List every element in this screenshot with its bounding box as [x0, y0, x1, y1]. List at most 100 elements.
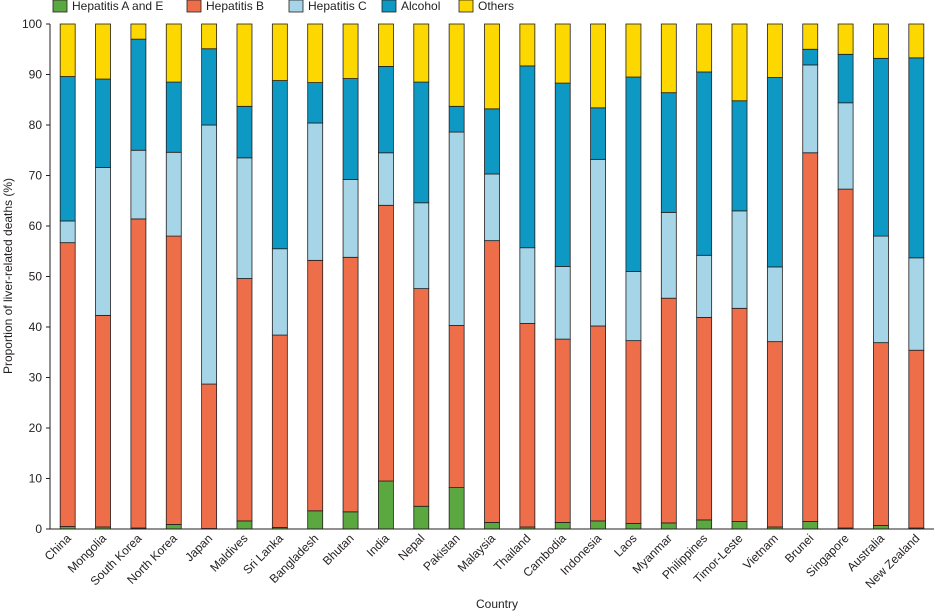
legend-swatch-others	[458, 0, 474, 13]
bar-myanmar-hepatitis-c	[660, 211, 677, 299]
bar-japan-hepatitis-b	[201, 383, 218, 529]
bar-timor-leste-alcohol	[731, 100, 748, 212]
legend-label-hepatitis-a-and-e: Hepatitis A and E	[72, 0, 163, 13]
bar-indonesia-alcohol	[590, 107, 606, 160]
bar-vietnam-others	[766, 23, 783, 78]
bar-mongolia-others	[95, 23, 111, 80]
bar-north-korea-hepatitis-a-and-e	[165, 524, 182, 530]
bar-timor-leste-hepatitis-b	[731, 307, 748, 522]
bar-south-korea-others	[130, 23, 147, 40]
bar-bhutan-others	[342, 23, 359, 79]
bar-china-hepatitis-b	[59, 242, 76, 527]
bar-india-alcohol	[378, 66, 394, 154]
bar-bhutan-hepatitis-c	[342, 179, 359, 258]
bar-timor-leste-hepatitis-c	[731, 210, 748, 309]
bar-australia-hepatitis-b	[873, 342, 889, 526]
bar-myanmar-alcohol	[660, 92, 677, 213]
bar-myanmar-others	[660, 23, 677, 94]
bar-indonesia-hepatitis-a-and-e	[590, 520, 606, 530]
bar-myanmar-hepatitis-b	[660, 297, 677, 524]
bar-pakistan-hepatitis-c	[448, 131, 465, 326]
bar-indonesia-others	[590, 23, 606, 109]
bar-brunei-others	[802, 23, 819, 50]
bar-bangladesh-hepatitis-a-and-e	[307, 510, 324, 530]
legend-swatch-hepatitis-c	[288, 0, 304, 13]
bar-timor-leste-hepatitis-a-and-e	[731, 521, 748, 530]
y-tick-label-90: 90	[29, 68, 43, 82]
legend-label-alcohol: Alcohol	[401, 0, 440, 13]
bar-sri-lanka-hepatitis-b	[271, 334, 288, 528]
bar-cambodia-alcohol	[554, 82, 571, 267]
bar-nepal-hepatitis-b	[413, 288, 430, 507]
x-tick-label-laos: Laos	[611, 531, 639, 559]
bar-thailand-others	[519, 23, 536, 67]
bar-laos-hepatitis-a-and-e	[625, 523, 642, 530]
bar-bangladesh-hepatitis-b	[307, 259, 324, 512]
bar-north-korea-others	[165, 23, 182, 83]
y-tick-label-60: 60	[29, 219, 43, 233]
bar-mongolia-alcohol	[95, 78, 111, 168]
bar-malaysia-alcohol	[484, 108, 500, 175]
bar-brunei-alcohol	[802, 48, 819, 66]
legend-label-others: Others	[478, 0, 514, 13]
y-tick-label-30: 30	[29, 371, 43, 385]
y-tick-label-20: 20	[29, 421, 43, 435]
bar-australia-hepatitis-c	[873, 235, 889, 344]
bar-new-zealand-alcohol	[908, 57, 925, 259]
bar-malaysia-others	[484, 23, 500, 110]
bar-sri-lanka-alcohol	[271, 80, 288, 250]
x-tick-label-bhutan: Bhutan	[320, 531, 357, 568]
y-tick-label-50: 50	[29, 270, 43, 284]
y-ticks: 0 10 20 30 40 50 60 70 80 90 100	[22, 17, 50, 536]
bar-philippines-others	[696, 23, 713, 73]
bar-pakistan-others	[448, 23, 465, 107]
bar-nepal-alcohol	[413, 81, 430, 204]
bar-maldives-alcohol	[236, 105, 253, 159]
bar-new-zealand-hepatitis-c	[908, 257, 925, 351]
bar-bangladesh-hepatitis-c	[307, 122, 324, 261]
bar-maldives-hepatitis-b	[236, 278, 253, 522]
y-tick-label-10: 10	[29, 472, 43, 486]
bar-australia-others	[873, 23, 889, 59]
bar-cambodia-hepatitis-c	[554, 265, 571, 340]
bar-south-korea-hepatitis-c	[130, 149, 147, 220]
bar-myanmar-hepatitis-a-and-e	[660, 522, 677, 530]
bar-bhutan-alcohol	[342, 78, 359, 180]
bar-laos-hepatitis-c	[625, 271, 642, 342]
legend-label-hepatitis-b: Hepatitis B	[206, 0, 264, 13]
bar-laos-hepatitis-b	[625, 340, 642, 524]
bar-singapore-alcohol	[837, 53, 854, 104]
bar-north-korea-hepatitis-c	[165, 151, 182, 237]
bar-nepal-hepatitis-a-and-e	[413, 505, 430, 530]
x-tick-label-vietnam: Vietnam	[740, 531, 781, 572]
bar-timor-leste-others	[731, 23, 748, 102]
bars	[59, 23, 925, 530]
bar-brunei-hepatitis-b	[802, 152, 819, 522]
legend-swatch-hepatitis-a-and-e	[52, 0, 68, 13]
bar-sri-lanka-others	[271, 23, 288, 81]
bar-malaysia-hepatitis-c	[484, 173, 500, 242]
bar-pakistan-hepatitis-a-and-e	[448, 487, 465, 530]
bar-north-korea-alcohol	[165, 81, 182, 153]
bar-maldives-others	[236, 23, 253, 107]
bar-cambodia-others	[554, 23, 571, 84]
bar-philippines-hepatitis-c	[696, 254, 713, 318]
bar-malaysia-hepatitis-a-and-e	[484, 522, 500, 530]
bar-south-korea-alcohol	[130, 38, 147, 151]
legend-swatch-alcohol	[381, 0, 397, 13]
legend-label-hepatitis-c: Hepatitis C	[308, 0, 367, 13]
bar-maldives-hepatitis-a-and-e	[236, 520, 253, 530]
bar-brunei-hepatitis-c	[802, 64, 819, 154]
y-tick-label-80: 80	[29, 118, 43, 132]
bar-vietnam-hepatitis-c	[766, 266, 783, 343]
bar-pakistan-alcohol	[448, 105, 465, 133]
bar-india-hepatitis-b	[378, 204, 394, 482]
bar-nepal-others	[413, 23, 430, 83]
bar-vietnam-alcohol	[766, 77, 783, 268]
y-tick-label-0: 0	[35, 522, 42, 536]
bar-india-others	[378, 23, 394, 67]
bar-bangladesh-others	[307, 23, 324, 83]
bar-philippines-alcohol	[696, 71, 713, 256]
